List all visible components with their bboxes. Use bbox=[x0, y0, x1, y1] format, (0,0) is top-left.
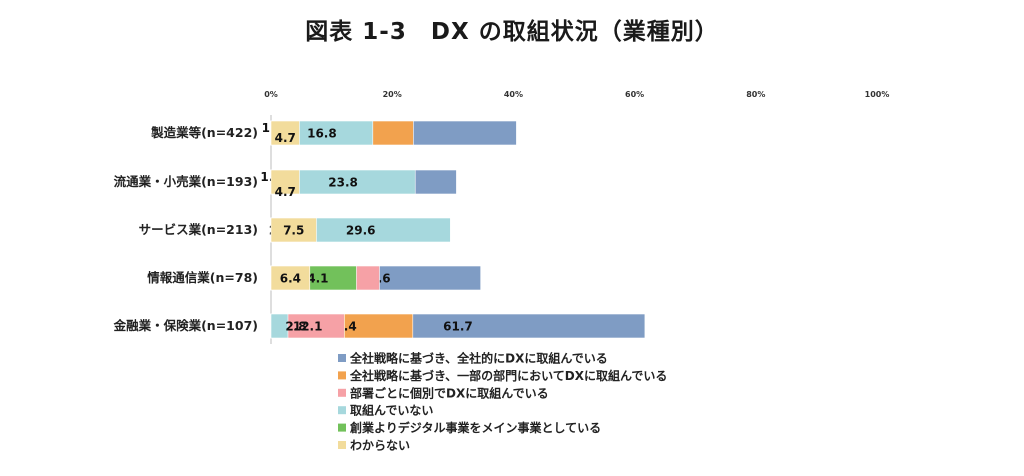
legend-label: 全社戦略に基づき、全社的にDXに取組んでいる bbox=[349, 351, 608, 366]
legend-swatch bbox=[338, 441, 346, 449]
category-label: 情報通信業(n=78) bbox=[147, 270, 258, 285]
bar-segment bbox=[270, 265, 311, 291]
bar-segment bbox=[270, 217, 317, 243]
legend-label: 創業よりデジタル事業をメイン事業としている bbox=[349, 420, 601, 435]
legend-label: 取組んでいない bbox=[350, 403, 433, 418]
bars: 40.523.513.016.81.44.730.621.818.123.81.… bbox=[260, 120, 646, 339]
category-label: 流通業・小売業(n=193) bbox=[114, 174, 258, 189]
x-tick-label: 100% bbox=[865, 90, 890, 99]
legend-swatch bbox=[338, 354, 346, 362]
legend-label: わからない bbox=[350, 439, 410, 453]
bar-value-label: 4.7 bbox=[275, 185, 296, 199]
bar-value-label: 61.7 bbox=[443, 320, 473, 334]
legend: 全社戦略に基づき、全社的にDXに取組んでいる全社戦略に基づき、一部の部門において… bbox=[338, 351, 667, 453]
category-labels: 製造業等(n=422) 流通業・小売業(n=193) サービス業(n=213) 情報通… bbox=[113, 125, 258, 333]
bar-value-label: 12.1 bbox=[293, 320, 323, 334]
chart-title: 図表 1-3 DX の取組状況（業種別） bbox=[305, 19, 719, 45]
category-label: 製造業等(n=422) bbox=[150, 125, 258, 140]
category-label: 金融業・保険業(n=107) bbox=[113, 318, 258, 333]
bar-segment bbox=[270, 120, 300, 146]
legend-swatch bbox=[338, 423, 346, 432]
bar-value-label: 2.8 bbox=[285, 320, 306, 334]
x-tick-label: 0% bbox=[264, 90, 278, 99]
bar-value-label: 23.8 bbox=[328, 176, 358, 190]
bar-segment bbox=[270, 169, 300, 195]
legend-swatch bbox=[338, 388, 346, 397]
bar-segment bbox=[270, 313, 289, 339]
x-tick-label: 80% bbox=[746, 90, 765, 99]
x-tick-label: 40% bbox=[504, 90, 523, 99]
x-tick-label: 60% bbox=[625, 90, 644, 99]
category-label: サービス業(n=213) bbox=[139, 222, 258, 237]
bar-value-label: 6.4 bbox=[280, 272, 301, 286]
bar-value-label: 4.7 bbox=[275, 131, 296, 145]
bar-value-label: 16.8 bbox=[307, 127, 337, 141]
legend-label: 全社戦略に基づき、一部の部門においてDXに取組んでいる bbox=[349, 368, 667, 383]
bar-value-label: 7.5 bbox=[283, 224, 304, 238]
legend-swatch bbox=[338, 406, 346, 415]
legend-swatch bbox=[338, 371, 346, 380]
bar-value-label: 29.6 bbox=[346, 224, 376, 238]
legend-label: 部署ごとに個別でDXに取組んでいる bbox=[350, 385, 549, 400]
x-tick-label: 20% bbox=[383, 90, 402, 99]
